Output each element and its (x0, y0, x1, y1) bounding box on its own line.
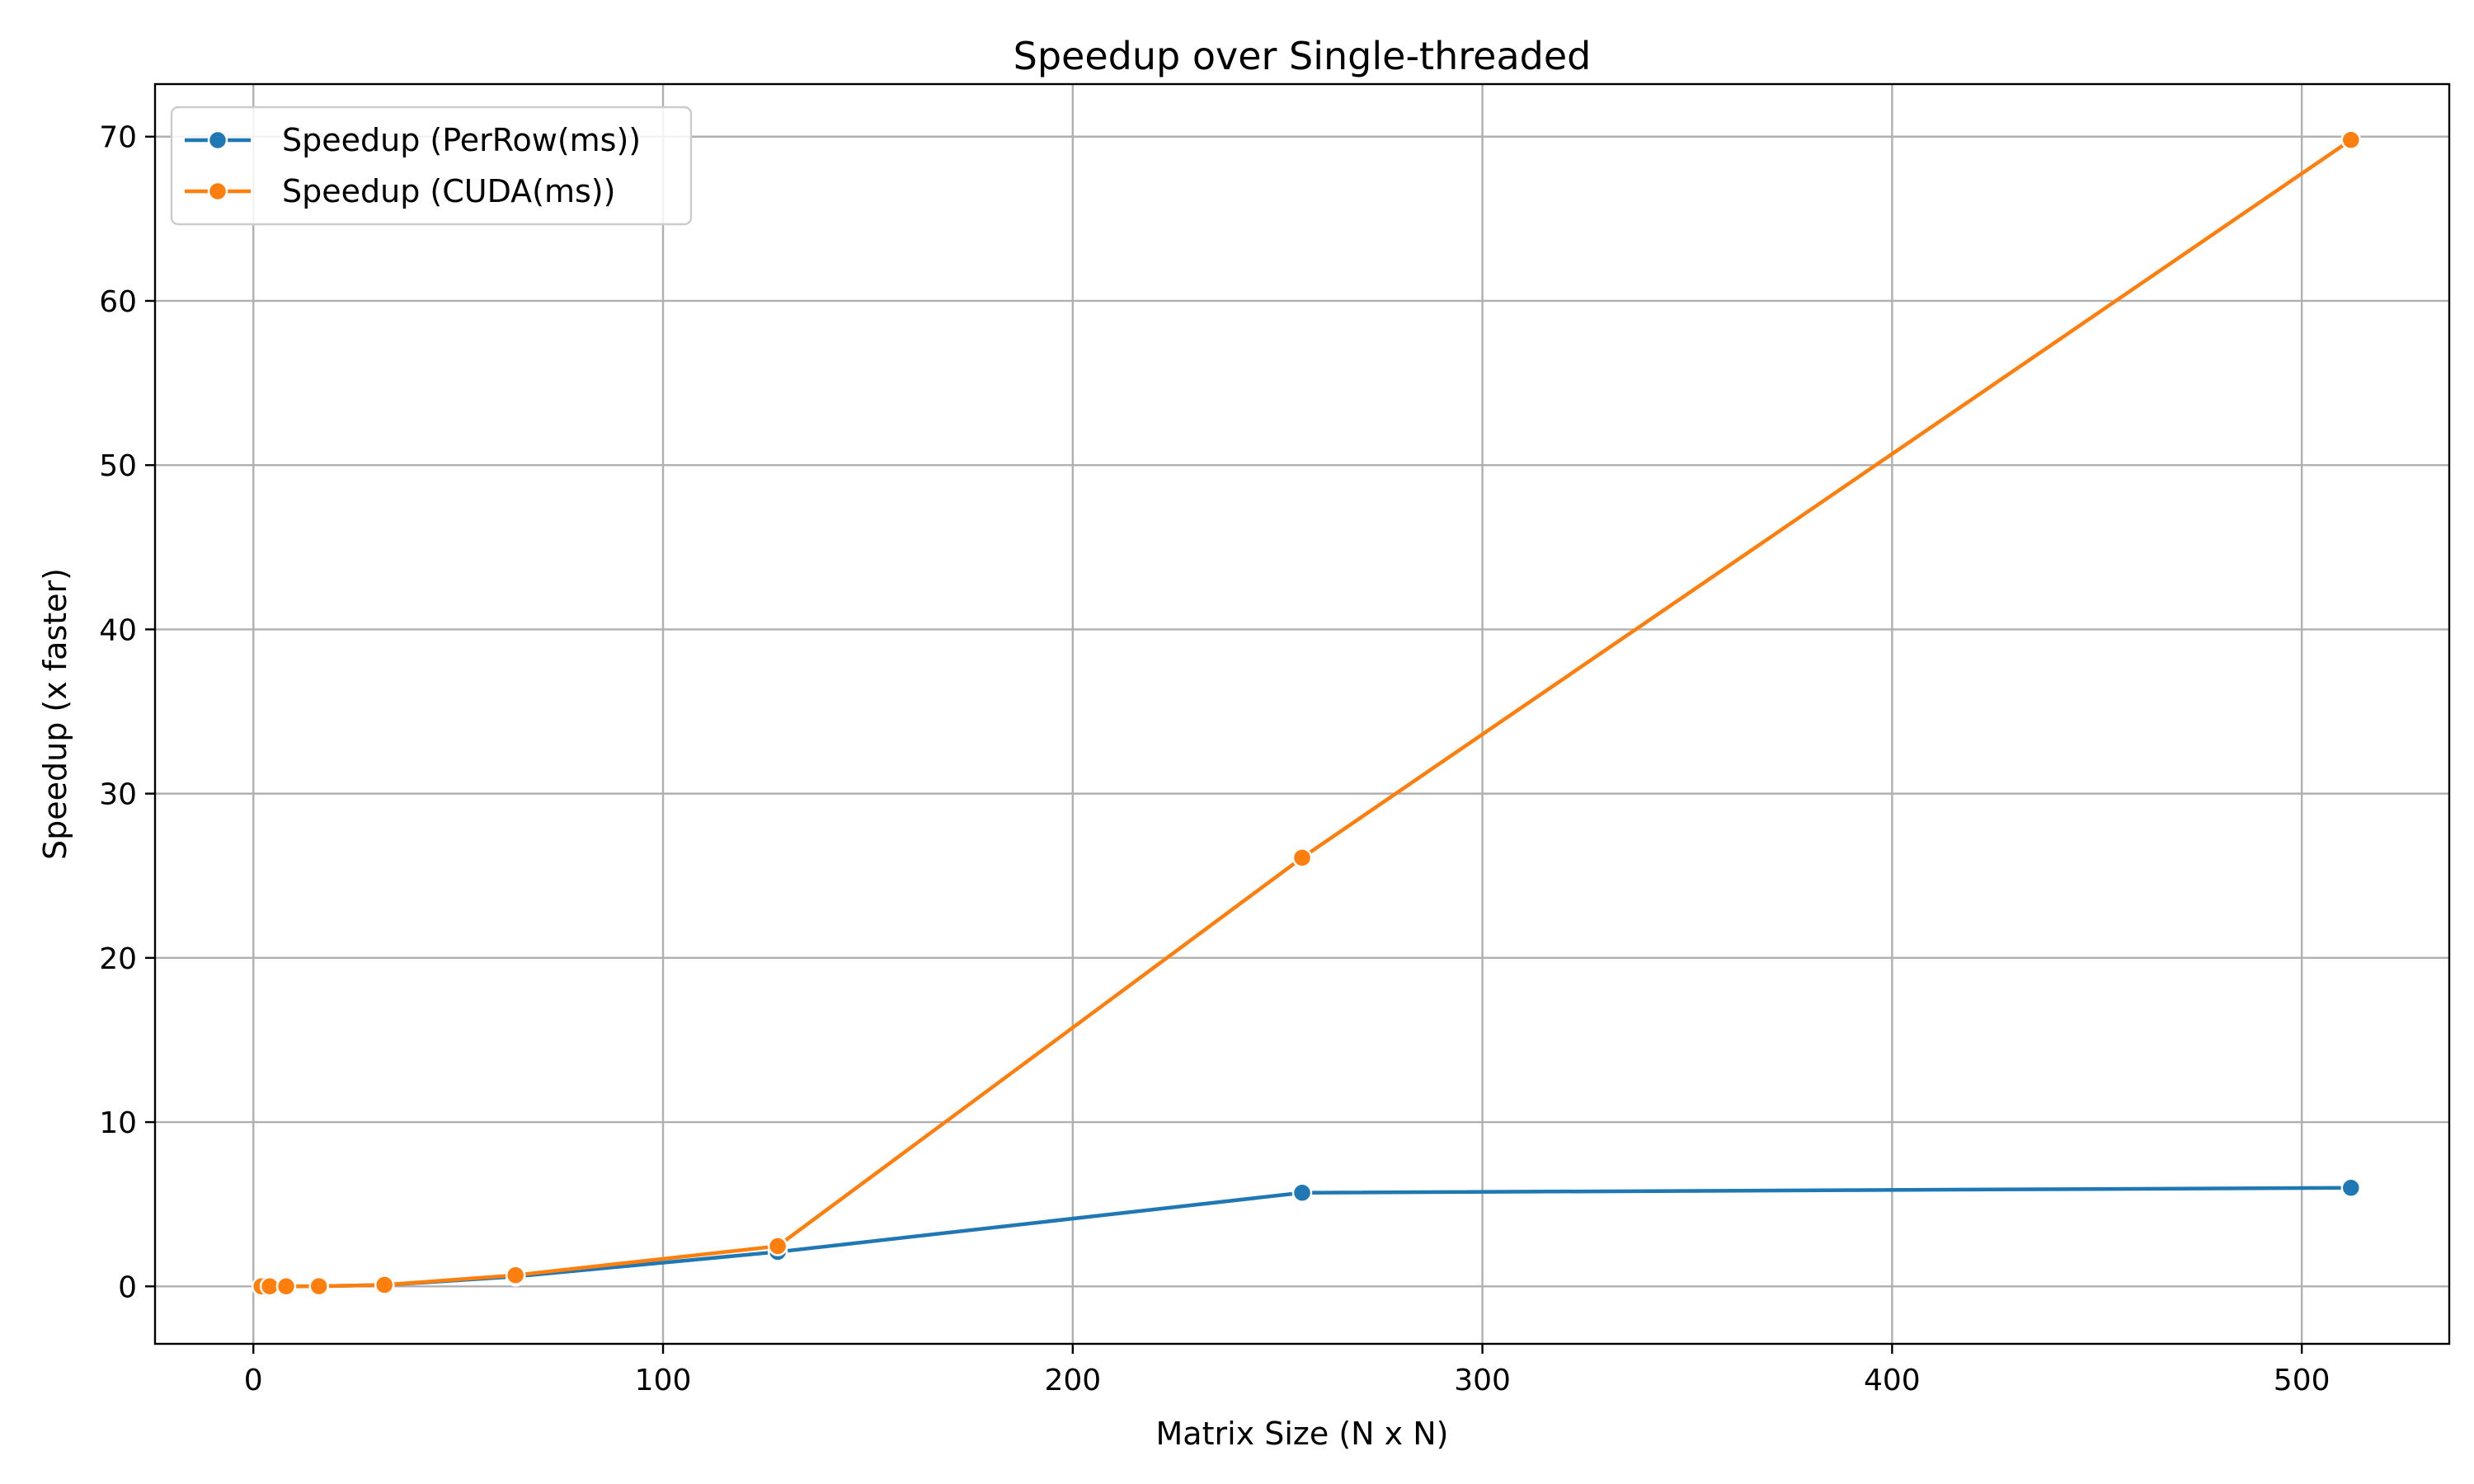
legend-label: Speedup (CUDA(ms)) (282, 173, 615, 209)
y-tick-label: 60 (99, 285, 137, 319)
series-2 (251, 129, 2362, 1297)
legend: Speedup (PerRow(ms)) Speedup (CUDA(ms)) (170, 106, 693, 226)
data-point (767, 1236, 788, 1256)
legend-marker (207, 129, 228, 151)
data-point (275, 1276, 297, 1297)
data-point (2340, 129, 2362, 150)
legend-item: Speedup (PerRow(ms)) (185, 122, 641, 158)
x-axis-label: Matrix Size (N x N) (1156, 1416, 1449, 1452)
data-point (1291, 1182, 1313, 1203)
data-point (505, 1265, 526, 1285)
plot-frame (153, 82, 2451, 1345)
legend-box (170, 106, 693, 226)
x-tick-label: 0 (244, 1364, 263, 1397)
legend-marker (207, 181, 228, 202)
x-tick-label: 300 (1454, 1364, 1511, 1397)
data-point (374, 1275, 395, 1295)
y-axis-ticks: 0 10 20 30 40 50 60 70 (99, 121, 155, 1304)
x-tick-label: 500 (2274, 1364, 2331, 1397)
data-point (1291, 848, 1313, 868)
x-tick-label: 200 (1044, 1364, 1101, 1397)
y-tick-label: 70 (99, 121, 137, 155)
legend-item: Speedup (CUDA(ms)) (185, 173, 615, 209)
data-point (2340, 1177, 2362, 1198)
x-tick-label: 100 (635, 1364, 692, 1397)
y-tick-label: 50 (99, 449, 137, 483)
grid (155, 84, 2449, 1344)
chart-title: Speedup over Single-threaded (1014, 34, 1592, 78)
data-point (308, 1275, 329, 1297)
x-axis-ticks: 0 100 200 300 400 500 (244, 1344, 2331, 1397)
y-tick-label: 0 (118, 1270, 137, 1304)
y-tick-label: 40 (99, 613, 137, 647)
legend-label: Speedup (PerRow(ms)) (282, 122, 641, 158)
series-layer (251, 129, 2362, 1297)
y-tick-label: 10 (99, 1106, 137, 1140)
x-tick-label: 400 (1864, 1364, 1921, 1397)
y-tick-label: 30 (99, 778, 137, 812)
y-axis-label: Speedup (x faster) (37, 568, 73, 860)
y-tick-label: 20 (99, 942, 137, 976)
